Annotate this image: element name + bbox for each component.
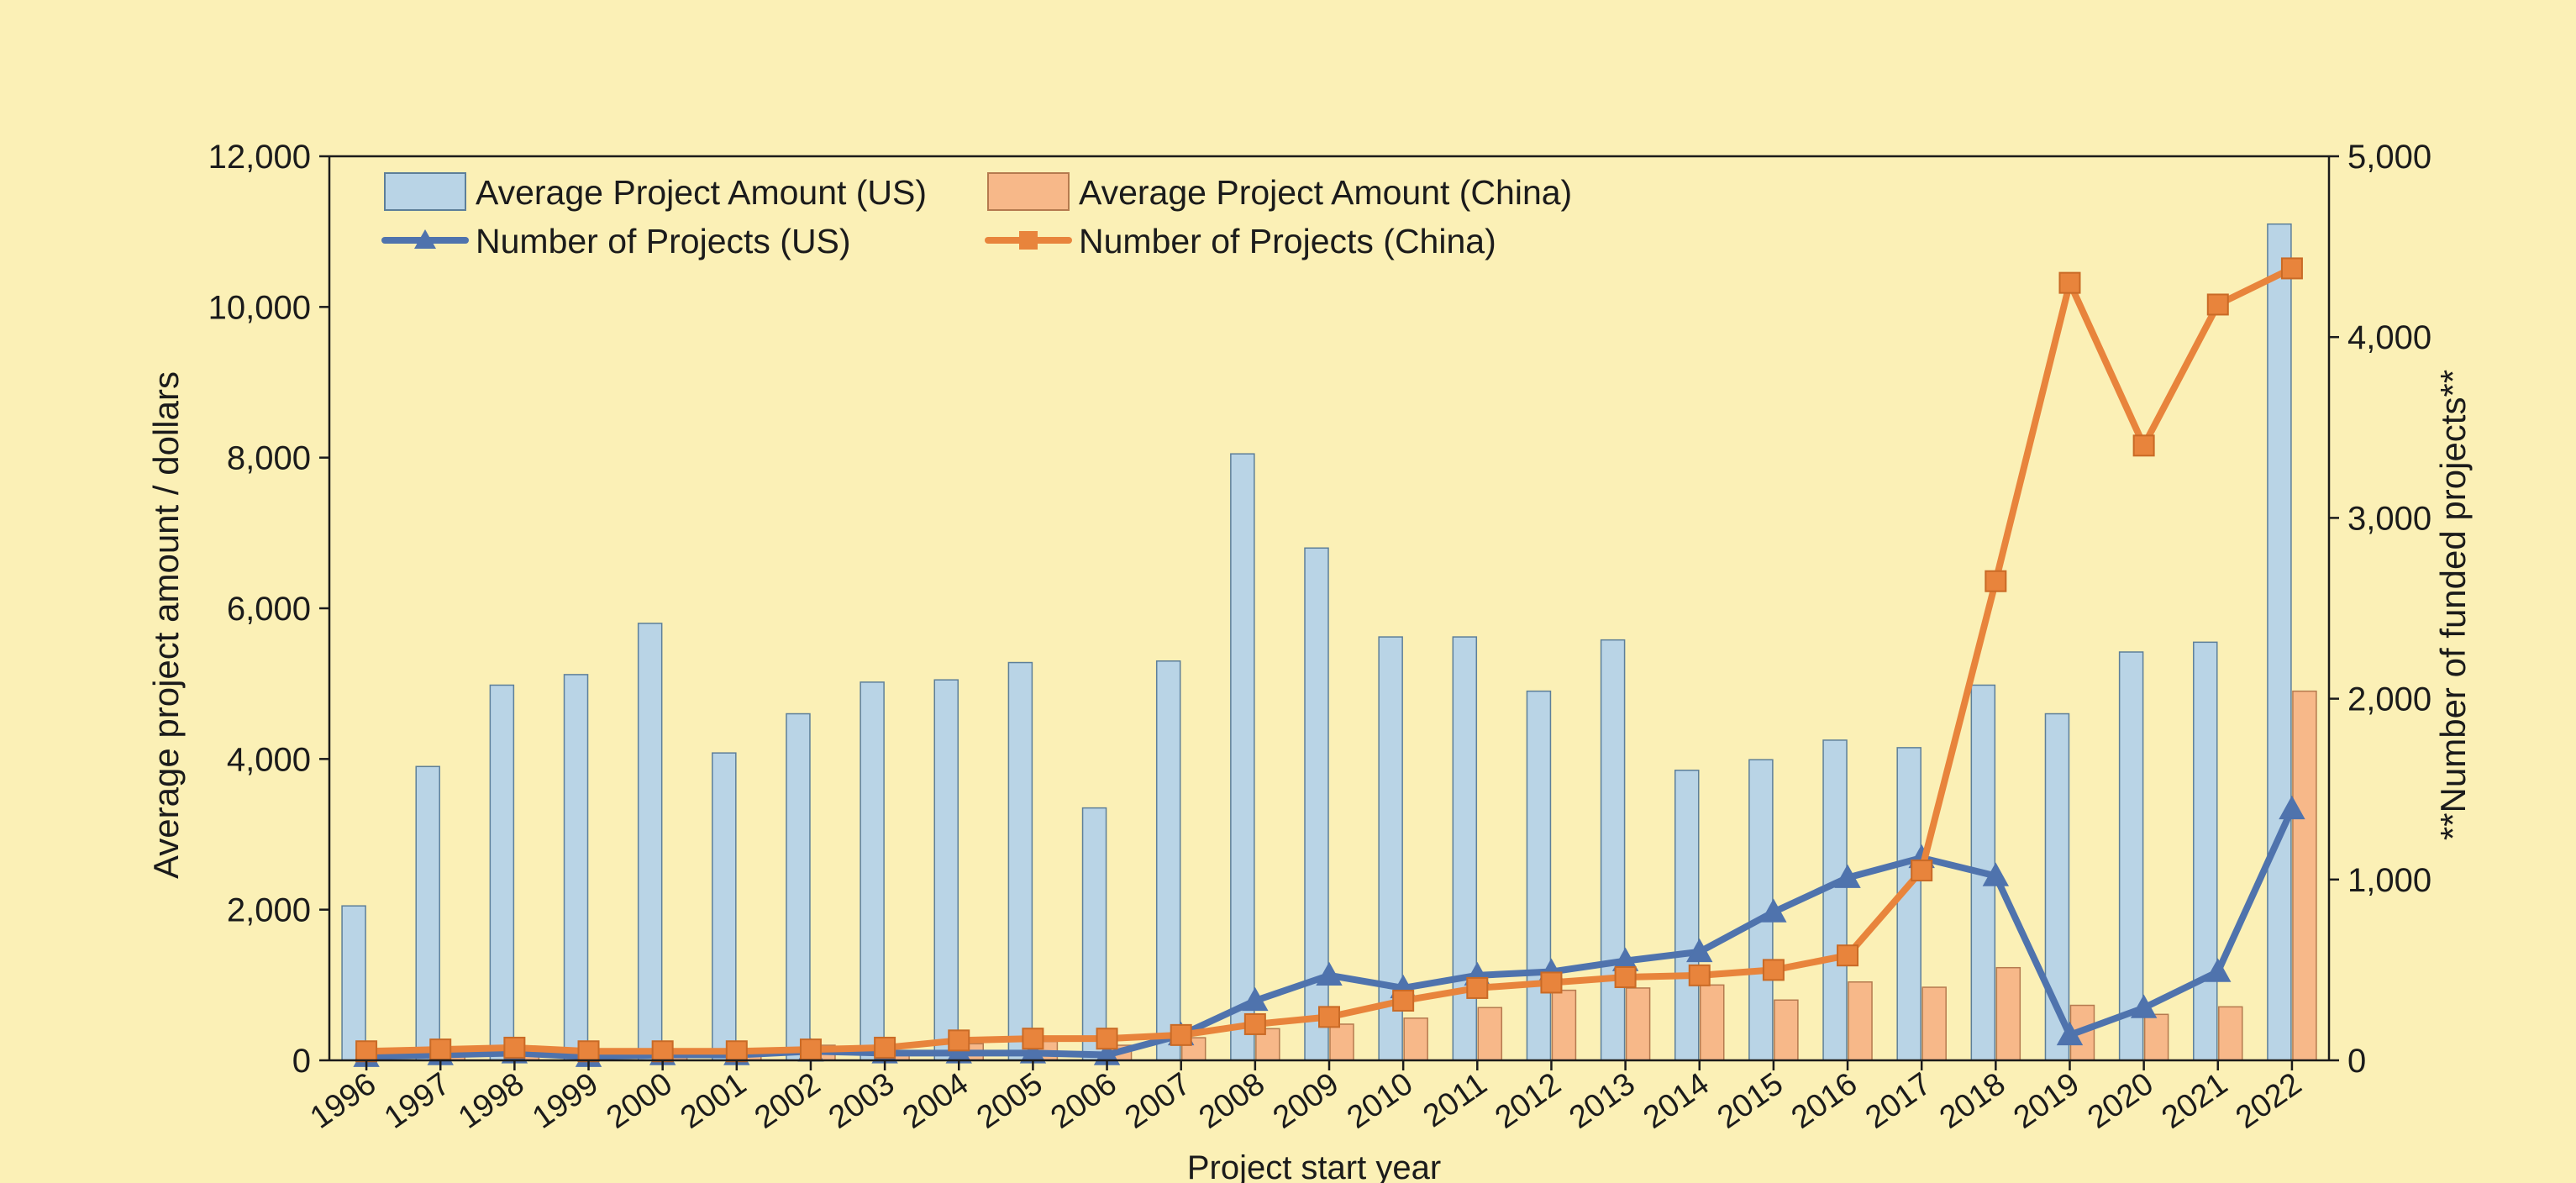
bar-china-avg-amount [1329,1023,1354,1061]
bar-china-avg-amount [1403,1017,1428,1061]
bar-us-avg-amount [1526,690,1552,1061]
china-projects-point [1837,944,1859,967]
y-tick-label-right: 0 [2347,1043,2366,1080]
china-projects-point [1540,971,1563,994]
legend-swatch [987,172,1070,211]
y-tick-label-left: 12,000 [208,139,311,176]
legend: Average Project Amount (US) Average Proje… [381,172,1572,260]
y-tick-label-left: 6,000 [227,591,311,628]
bar-us-avg-amount [2267,223,2292,1061]
china-projects-point [503,1036,526,1059]
china-projects-point [1466,976,1489,999]
bar-us-avg-amount [2118,651,2144,1061]
bar-china-avg-amount [1625,987,1651,1061]
china-projects-point [725,1040,748,1063]
y-tick-label-right: 1,000 [2347,862,2431,899]
bar-us-avg-amount [489,684,515,1061]
us-projects-point [1686,938,1713,963]
legend-marker-square [1019,231,1038,250]
us-projects-point [2205,958,2232,982]
china-projects-point [799,1038,822,1061]
china-projects-point [429,1038,452,1061]
bar-us-avg-amount [341,905,366,1061]
us-projects-point [1316,961,1343,986]
y-tick-label-right: 3,000 [2347,500,2431,537]
legend-label: Number of Projects (US) [476,222,851,260]
legend-label: Average Project Amount (China) [1079,173,1572,212]
us-projects-point [2130,994,2158,1018]
bar-china-avg-amount [1921,986,1947,1061]
y-tick-label-left: 8,000 [227,440,311,477]
plot-area [341,223,2317,1067]
china-projects-point [1022,1028,1044,1050]
us-projects-point [2279,795,2305,820]
bar-china-avg-amount [1848,981,1873,1061]
bar-us-avg-amount [860,681,885,1061]
bar-us-avg-amount [563,674,589,1061]
china-projects-point [355,1040,378,1063]
bar-us-avg-amount [933,679,959,1061]
bar-us-avg-amount [1007,661,1033,1061]
bar-us-avg-amount [1081,807,1107,1061]
bar-us-avg-amount [1674,770,1700,1061]
y-tick-label-left: 0 [292,1043,311,1080]
y-tick-label-left: 2,000 [227,892,311,929]
us-projects-point [1982,862,2010,886]
legend-marker-triangle [414,229,436,249]
china-projects-point [948,1029,970,1052]
x-axis-label: Project start year [1187,1149,1441,1183]
china-projects-point [2206,293,2229,316]
bar-china-avg-amount [2143,1013,2169,1061]
y-tick-label-right: 5,000 [2347,139,2431,176]
bar-us-avg-amount [637,623,663,1061]
bar-us-avg-amount [415,765,440,1061]
legend-swatch [384,172,466,211]
bar-us-avg-amount [712,752,737,1061]
bar-us-avg-amount [1896,747,1921,1061]
china-projects-point [2058,271,2081,294]
bar-us-avg-amount [1600,639,1626,1061]
china-projects-point [874,1036,896,1059]
bar-china-avg-amount [1551,989,1577,1061]
y-axis-label-left: Average project amount / dollars [146,371,186,879]
y-tick-label-left: 4,000 [227,741,311,778]
y-tick-label-left: 10,000 [208,289,311,326]
china-projects-point [577,1040,600,1063]
us-projects-point [1242,986,1269,1012]
china-projects-point [2280,257,2303,280]
bar-us-avg-amount [786,712,811,1061]
china-projects-point [651,1040,674,1063]
us-projects-point [1760,898,1787,923]
china-projects-point [1985,570,2007,592]
bar-china-avg-amount [2218,1006,2243,1061]
china-projects-point [1318,1006,1340,1028]
china-projects-point [2132,434,2155,457]
china-projects-point [1096,1028,1118,1050]
china-projects-point [1911,860,1933,882]
y-tick-label-right: 4,000 [2347,319,2431,356]
y-axis-label-right: **Number of funded projects** [2433,370,2473,840]
bar-us-avg-amount [2193,641,2218,1061]
china-projects-point [1614,966,1637,989]
bar-china-avg-amount [1774,999,1799,1061]
bar-us-avg-amount [1155,660,1181,1061]
china-projects-point [1392,989,1415,1012]
china-projects-point [1170,1023,1192,1046]
bar-china-avg-amount [1699,984,1725,1061]
bar-china-avg-amount [1477,1007,1503,1061]
bar-china-avg-amount [2292,690,2317,1061]
china-projects-point [1762,959,1785,981]
china-projects-point [1243,1012,1266,1035]
us-projects-point [1834,864,1861,888]
bar-china-avg-amount [1995,966,2021,1061]
bar-us-avg-amount [1822,739,1848,1061]
y-tick-label-right: 2,000 [2347,681,2431,718]
legend-label: Average Project Amount (US) [476,173,927,212]
us-projects-point [2056,1021,2084,1046]
legend-label: Number of Projects (China) [1079,222,1496,260]
bar-us-avg-amount [1230,453,1255,1061]
china-projects-point [1688,964,1711,986]
